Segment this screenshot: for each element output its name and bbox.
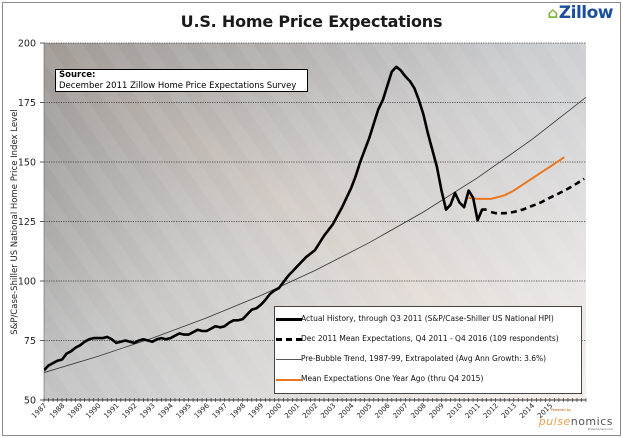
- x-tick-label: 2004: [337, 401, 356, 420]
- legend-item-trend: Pre-Bubble Trend, 1987-99, Extrapolated …: [276, 354, 547, 363]
- y-tick-label: 100: [18, 277, 36, 288]
- x-tick-label: 2014: [518, 401, 537, 420]
- legend-swatch-actual: [276, 318, 302, 321]
- x-tick-label: 2011: [464, 402, 482, 420]
- pulsenomics-logo: Powered by pulsenomics Pulsenomics LLC: [538, 407, 613, 432]
- x-tick-label: 2007: [391, 402, 409, 420]
- y-tick-label: 200: [18, 39, 36, 50]
- legend-label-trend: Pre-Bubble Trend, 1987-99, Extrapolated …: [301, 354, 547, 363]
- x-tick-label: 1997: [211, 402, 229, 420]
- zillow-logo-text: Zillow: [558, 3, 614, 23]
- x-tick-label: 2002: [301, 402, 319, 420]
- source-text: December 2011 Zillow Home Price Expectat…: [59, 81, 297, 91]
- zillow-house-icon: ⌂: [547, 4, 559, 22]
- x-tick-label: 1989: [66, 402, 84, 420]
- x-tick-label: 1994: [157, 401, 176, 420]
- x-tick-label: 2005: [355, 402, 373, 420]
- legend-swatch-year-ago: [276, 379, 302, 381]
- x-tick-label: 1991: [102, 402, 120, 420]
- source-box: Source: December 2011 Zillow Home Price …: [55, 69, 308, 92]
- y-axis-label: S&P/Case-Shiller US National Home Price …: [10, 109, 20, 334]
- legend-label-actual: Actual History, through Q3 2011 (S&P/Cas…: [301, 314, 554, 323]
- y-tick-label: 150: [18, 158, 36, 169]
- x-tick-label: 2006: [373, 401, 392, 420]
- x-tick-label: 1990: [84, 402, 102, 420]
- pulsenomics-logo-part2: nomics: [570, 415, 613, 428]
- chart-title: U.S. Home Price Expectations: [180, 12, 443, 31]
- x-tick-label: 1992: [120, 402, 138, 420]
- y-tick-label: 175: [18, 98, 36, 109]
- zillow-logo: ⌂Zillow: [547, 3, 614, 23]
- pulsenomics-logo-part1: pulse: [538, 415, 571, 428]
- x-tick-label: 2003: [319, 402, 337, 420]
- legend: Actual History, through Q3 2011 (S&P/Cas…: [274, 306, 582, 394]
- x-tick-label: 2000: [265, 402, 283, 420]
- legend-item-actual: Actual History, through Q3 2011 (S&P/Cas…: [276, 314, 554, 323]
- source-label: Source:: [59, 70, 96, 80]
- x-tick-label: 2012: [482, 402, 500, 420]
- x-tick-label: 2001: [283, 402, 301, 420]
- x-tick-label: 1988: [48, 402, 66, 420]
- legend-label-year-ago: Mean Expectations One Year Ago (thru Q4 …: [301, 374, 484, 383]
- x-tick-label: 2010: [446, 402, 464, 420]
- x-tick-label: 2009: [428, 402, 446, 420]
- x-tick-label: 2013: [500, 402, 518, 420]
- powered-by-text: Powered by: [550, 407, 571, 412]
- y-tick-label: 125: [18, 217, 36, 228]
- x-tick-label: 1999: [247, 402, 265, 420]
- x-tick-label: 1995: [175, 402, 193, 420]
- x-tick-label: 1996: [193, 401, 212, 420]
- legend-item-year-ago: Mean Expectations One Year Ago (thru Q4 …: [276, 374, 484, 383]
- series-year-ago-expectations: [468, 156, 565, 200]
- series-dec2011-expectations: [490, 177, 585, 215]
- pulsenomics-llc-text: Pulsenomics LLC: [588, 427, 613, 431]
- y-tick-label: 75: [24, 336, 36, 347]
- y-tick-label: 50: [24, 396, 36, 407]
- legend-swatch-trend: [276, 359, 302, 360]
- x-tick-label: 1998: [229, 402, 247, 420]
- series-actual-history: [44, 65, 487, 372]
- legend-swatch-expectations: [276, 338, 302, 341]
- legend-label-expectations: Dec 2011 Mean Expectations, Q4 2011 - Q4…: [301, 334, 559, 343]
- x-tick-label: 1993: [139, 402, 157, 420]
- x-tick-label: 2008: [410, 402, 428, 420]
- legend-item-expectations: Dec 2011 Mean Expectations, Q4 2011 - Q4…: [276, 334, 559, 343]
